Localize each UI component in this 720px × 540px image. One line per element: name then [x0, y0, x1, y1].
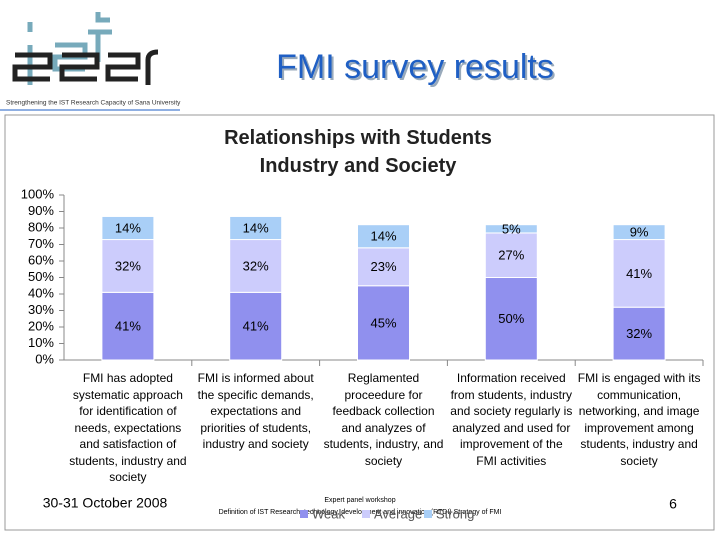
value-label: 5% — [502, 221, 521, 236]
logo — [12, 12, 159, 85]
footer-event: Expert panel workshop — [324, 497, 395, 504]
bar-segment — [229, 215, 283, 241]
y-tick-label: 80% — [28, 219, 54, 234]
value-label: 14% — [243, 220, 269, 235]
bar-segment — [101, 291, 155, 361]
y-tick-label: 10% — [28, 335, 54, 350]
x-tick-label: Information received from students, indu… — [450, 371, 573, 468]
y-tick-label: 90% — [28, 203, 54, 218]
bar-segment — [357, 285, 410, 361]
page-number: 6 — [669, 496, 677, 512]
x-tick-label: FMI has adopted systematic approach for … — [69, 371, 187, 484]
y-tick-label: 70% — [28, 236, 54, 251]
footer-date: 30-31 October 2008 — [43, 495, 168, 511]
y-tick-label: 30% — [28, 302, 54, 317]
value-label: 32% — [243, 258, 269, 273]
value-label: 32% — [626, 326, 652, 341]
legend-label: Strong — [436, 506, 474, 521]
y-tick-label: 0% — [35, 351, 54, 366]
bar-segment — [101, 215, 155, 241]
legend-label: Average — [374, 506, 422, 521]
value-label: 41% — [115, 319, 141, 334]
title-shadow: FMI survey results — [278, 50, 556, 88]
chart-title: Relationships with Students Industry and… — [224, 127, 492, 177]
legend-swatch — [300, 510, 308, 518]
value-label: 9% — [630, 225, 649, 240]
x-tick-label: FMI is informed about the specific deman… — [197, 371, 314, 451]
value-label: 41% — [626, 266, 652, 281]
x-tick-label: Reglamented proceedure for feedback coll… — [323, 371, 444, 468]
value-label: 14% — [370, 229, 396, 244]
slide-subtitle: Strengthening the IST Research Capacity … — [6, 100, 181, 107]
bar-segment — [484, 224, 538, 234]
footer-event-detail: Definition of IST Research, technology, … — [219, 509, 502, 516]
bar-segment — [357, 224, 410, 249]
y-tick-label: 100% — [21, 186, 55, 201]
bar-segment — [612, 224, 666, 241]
legend-swatch — [424, 510, 432, 518]
y-tick-label: 50% — [28, 269, 54, 284]
y-tick-label: 40% — [28, 285, 54, 300]
y-tick-label: 60% — [28, 252, 54, 267]
value-label: 45% — [370, 315, 396, 330]
value-label: 23% — [370, 259, 396, 274]
slide-title: FMI survey results — [276, 48, 554, 86]
bar-segment — [612, 239, 666, 308]
value-label: 27% — [498, 248, 524, 263]
bar-segment — [612, 306, 666, 361]
legend-swatch — [362, 510, 370, 518]
value-label: 41% — [243, 319, 269, 334]
bar-segment — [357, 247, 410, 287]
value-label: 32% — [115, 258, 141, 273]
bar-segment — [101, 239, 155, 293]
value-label: 50% — [498, 311, 524, 326]
legend-label: Weak — [312, 506, 345, 521]
y-tick-label: 20% — [28, 318, 54, 333]
bar-segment — [229, 291, 283, 361]
x-tick-label: FMI is engaged with its communication, n… — [577, 371, 701, 468]
value-label: 14% — [115, 220, 141, 235]
